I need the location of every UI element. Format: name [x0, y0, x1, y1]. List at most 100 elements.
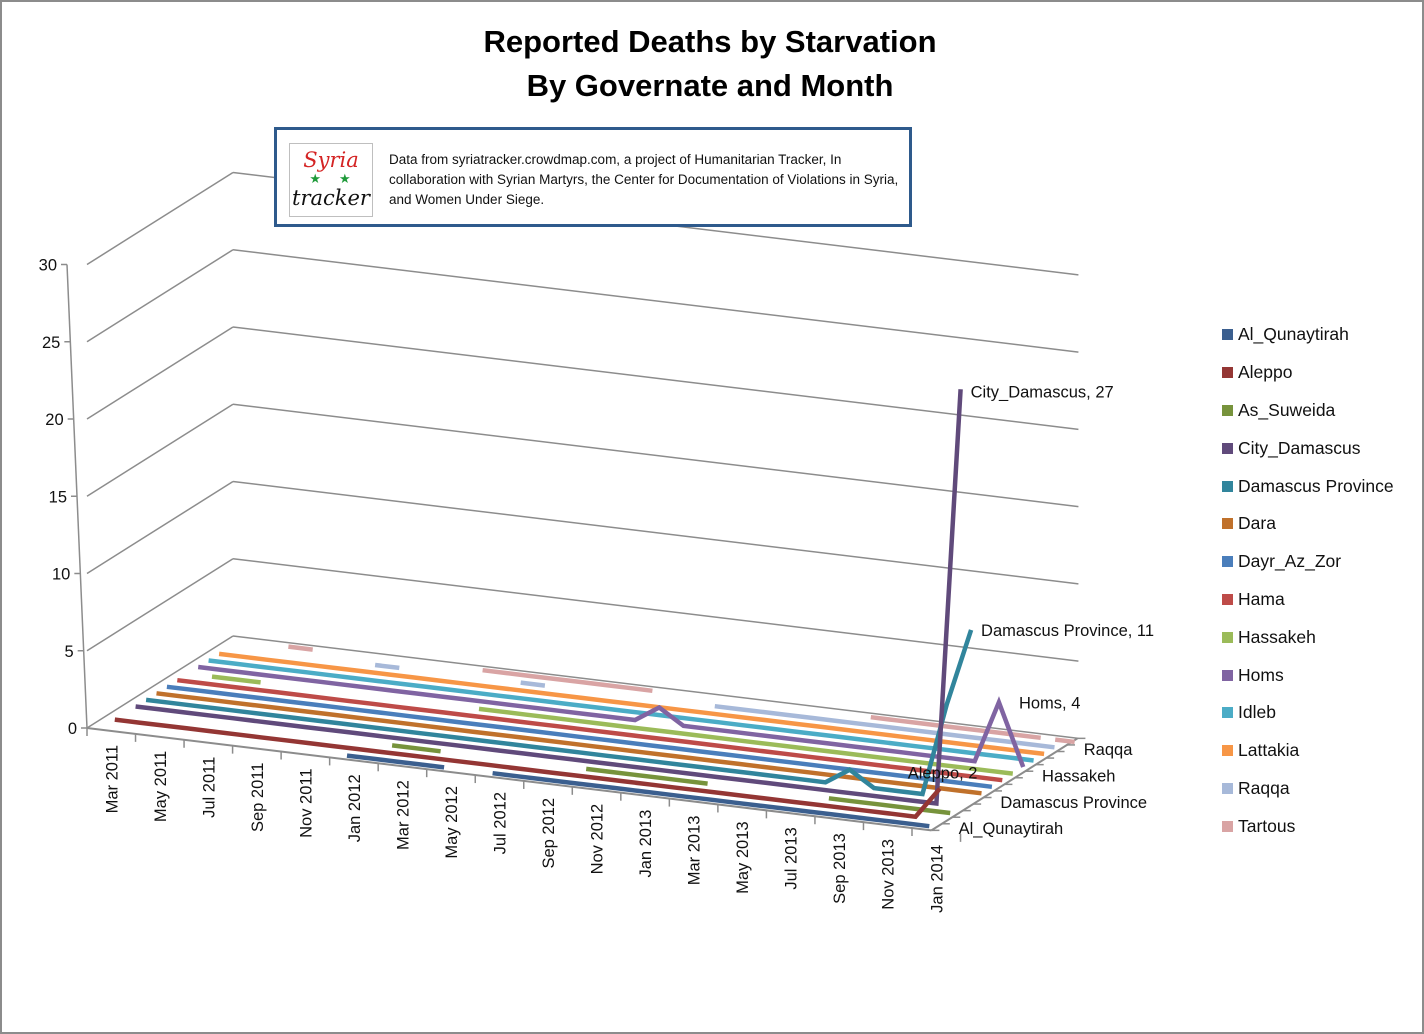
legend-label: City_Damascus [1238, 437, 1361, 458]
legend-swatch [1222, 669, 1233, 681]
category-axis-tick-label: Nov 2013 [880, 839, 898, 910]
depth-axis-tick-label: Hassakeh [1042, 767, 1115, 785]
source-note: Data from syriatracker.crowdmap.com, a p… [389, 152, 899, 207]
source-info-box: Syria ★★ tracker Data from syriatracker.… [274, 127, 912, 227]
series-line-raqqa [520, 680, 546, 688]
legend-label: Idleb [1238, 702, 1276, 723]
series-line-lattakia [218, 651, 1045, 757]
legend-item: Homs [1222, 656, 1394, 694]
legend-label: Tartous [1238, 815, 1296, 836]
series-line-city-damascus [135, 389, 963, 807]
category-axis [86, 727, 932, 832]
series-line-as-suweida [828, 796, 951, 816]
series-line-aleppo [114, 717, 942, 820]
legend-swatch [1222, 593, 1233, 605]
series-line-tartous [1054, 737, 1075, 745]
logo-text-tracker: tracker [292, 186, 370, 210]
legend-label: Dara [1238, 513, 1276, 534]
category-axis-tick-label: Jan 2012 [346, 774, 364, 842]
legend-item: Tartous [1222, 807, 1394, 845]
legend-item: Aleppo [1222, 354, 1394, 392]
depth-axis-tick-label: Damascus Province [1000, 794, 1147, 812]
legend-item: Dara [1222, 505, 1394, 543]
legend-swatch [1222, 480, 1233, 492]
chart-legend: Al_Qunaytirah Aleppo As_Suweida City_Damasc… [1222, 316, 1394, 845]
value-axis-tick-label: 30 [39, 257, 57, 275]
chart-title-line-1: Reported Deaths by Starvation [483, 24, 937, 59]
series-line-raqqa [374, 662, 400, 671]
category-axis-tick-label: Mar 2013 [686, 816, 704, 886]
category-axis-tick-label: Sep 2011 [249, 763, 267, 832]
category-axis-tick-label: Nov 2011 [297, 768, 315, 837]
legend-item: Raqqa [1222, 770, 1394, 808]
back-wall-gridline [232, 558, 1079, 662]
legend-swatch [1222, 442, 1233, 454]
category-axis-tick-label: Jan 2013 [637, 810, 655, 878]
legend-label: Dayr_Az_Zor [1238, 551, 1342, 572]
legend-swatch [1222, 367, 1233, 379]
data-label: Damascus Province, 11 [981, 622, 1154, 640]
legend-label: Aleppo [1238, 362, 1293, 383]
series-line-homs [197, 664, 1026, 768]
series-line-raqqa [714, 703, 1055, 750]
series-line-dara [156, 691, 982, 796]
series-line-tartous [288, 644, 313, 652]
legend-item: As_Suweida [1222, 392, 1394, 430]
legend-swatch [1222, 329, 1233, 341]
value-axis-tick-label: 15 [49, 488, 67, 506]
chart-title: Reported Deaths by Starvation By Governa… [380, 20, 1040, 108]
value-axis-tick-label: 5 [64, 643, 73, 661]
legend-swatch [1222, 556, 1233, 568]
series-line-al-qunaytirah [492, 770, 930, 829]
category-axis-tick-label: May 2011 [152, 751, 170, 822]
series-line-al-qunaytirah [346, 753, 445, 770]
series-line-idleb [208, 658, 1034, 763]
series-line-hassakeh [211, 674, 261, 685]
legend-item: Hama [1222, 581, 1394, 619]
legend-item: City_Damascus [1222, 429, 1394, 467]
logo-stars-icon: ★★ [309, 171, 369, 186]
series-line-as-suweida [391, 743, 441, 754]
data-label: Homs, 4 [1019, 694, 1080, 712]
side-wall-gridline [86, 326, 234, 420]
back-wall-gridline [232, 403, 1079, 508]
category-axis-tick-label: Sep 2012 [540, 798, 558, 869]
syria-tracker-logo: Syria ★★ tracker [289, 143, 373, 217]
legend-item: Dayr_Az_Zor [1222, 543, 1394, 581]
value-axis-tick-label: 25 [42, 334, 60, 352]
legend-swatch [1222, 707, 1233, 719]
back-wall-gridline [232, 635, 1079, 740]
legend-swatch [1222, 404, 1233, 416]
legend-item: Damascus Province [1222, 467, 1394, 505]
legend-swatch [1222, 518, 1233, 530]
legend-item: Idleb [1222, 694, 1394, 732]
legend-item: Hassakeh [1222, 618, 1394, 656]
series-line-hama [177, 677, 1003, 783]
side-wall-gridline [86, 249, 234, 343]
category-axis-tick-label: Jul 2011 [200, 757, 218, 818]
value-axis-tick-label: 10 [52, 566, 70, 584]
category-axis-tick-label: May 2012 [443, 786, 461, 858]
side-wall-gridline [86, 558, 234, 652]
legend-label: Raqqa [1238, 777, 1290, 798]
side-wall-gridline [86, 635, 234, 729]
category-axis-tick-label: Nov 2012 [589, 804, 607, 875]
category-axis-tick-label: May 2013 [734, 821, 752, 893]
legend-swatch [1222, 745, 1233, 757]
legend-item: Al_Qunaytirah [1222, 316, 1394, 354]
value-axis-tick-label: 0 [68, 720, 77, 738]
side-wall-gridline [86, 171, 234, 266]
depth-axis-tick-label: Al_Qunaytirah [959, 820, 1064, 838]
legend-swatch [1222, 782, 1233, 794]
series-line-dayr-az-zor [166, 684, 993, 790]
legend-item: Lattakia [1222, 732, 1394, 770]
logo-text-syria: Syria [303, 148, 359, 172]
value-axis-tick-label: 20 [45, 411, 63, 429]
legend-label: As_Suweida [1238, 399, 1336, 420]
legend-label: Hama [1238, 588, 1285, 609]
category-axis-tick-label: Mar 2011 [103, 745, 121, 813]
side-wall-gridline [86, 480, 234, 575]
category-axis-tick-label: Mar 2012 [394, 780, 412, 850]
